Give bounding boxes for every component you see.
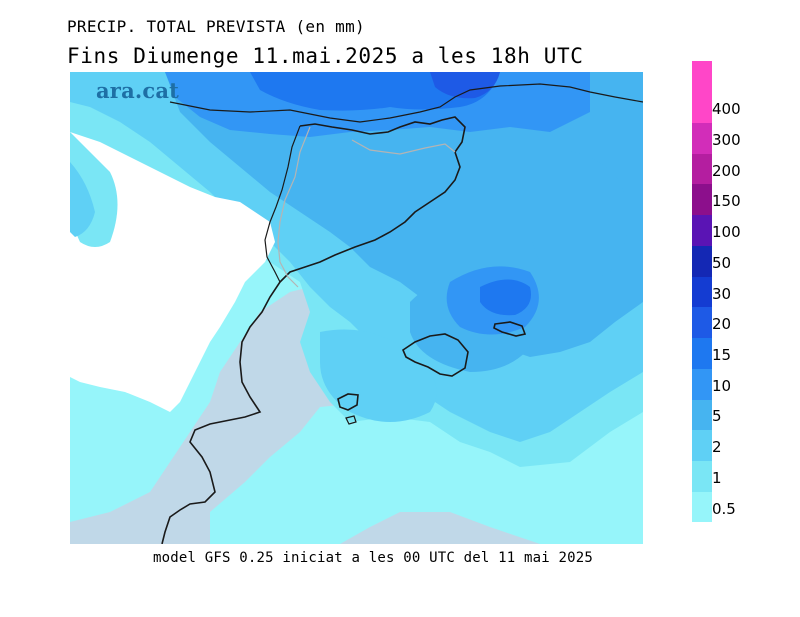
precip-blob-5-east	[526, 150, 628, 280]
precip-blob-2-south	[320, 329, 437, 422]
model-info: model GFS 0.25 iniciat a les 00 UTC del …	[153, 550, 594, 566]
precipitation-map[interactable]	[70, 72, 643, 544]
precipitation-map-svg	[70, 72, 643, 544]
legend-cell	[692, 183, 712, 216]
island-ibiza	[337, 393, 359, 411]
island-formentera	[345, 415, 357, 425]
dry-land-area	[70, 132, 275, 412]
legend-label: 1	[712, 468, 722, 487]
legend-label: 15	[712, 345, 732, 364]
coastline	[161, 116, 466, 544]
legend-cell	[692, 276, 712, 308]
legend-label: 150	[712, 192, 741, 211]
legend-label: 10	[712, 376, 732, 395]
legend-cell	[692, 306, 712, 339]
precip-layer-20	[430, 72, 500, 99]
legend-label: 200	[712, 161, 741, 180]
legend-label: 30	[712, 284, 732, 303]
legend-cell	[692, 91, 712, 123]
border-line-inner	[264, 125, 301, 283]
legend-label: 300	[712, 130, 741, 149]
precipitation-legend	[692, 61, 712, 523]
legend-cell	[692, 460, 712, 492]
legend-cell	[692, 153, 712, 185]
legend-label: 400	[712, 100, 741, 119]
legend-label: 2	[712, 438, 722, 457]
legend-label: 0.5	[712, 499, 736, 518]
island-mallorca	[402, 333, 469, 377]
precip-patch-west-lower	[70, 162, 95, 237]
legend-label: 50	[712, 253, 732, 272]
legend-cell	[692, 491, 712, 523]
border-line-secondary	[277, 126, 456, 288]
legend-label: 100	[712, 223, 741, 242]
legend-cell	[692, 214, 712, 246]
legend-cell-top	[692, 61, 712, 92]
island-menorca	[493, 321, 527, 337]
legend-cell	[692, 337, 712, 369]
legend-cell	[692, 122, 712, 154]
legend-cell	[692, 368, 712, 400]
border-line	[169, 83, 643, 123]
map-valid-time: Fins Diumenge 11.mai.2025 a les 18h UTC	[67, 44, 584, 68]
map-title: PRECIP. TOTAL PREVISTA (en mm)	[67, 17, 365, 36]
legend-cell	[692, 245, 712, 277]
ara-cat-logo: ara.cat	[96, 78, 180, 103]
legend-label: 20	[712, 315, 732, 334]
precip-blob-15-balearic	[480, 279, 531, 316]
legend-cell	[692, 399, 712, 431]
legend-cell	[692, 429, 712, 462]
legend-label: 5	[712, 407, 722, 426]
